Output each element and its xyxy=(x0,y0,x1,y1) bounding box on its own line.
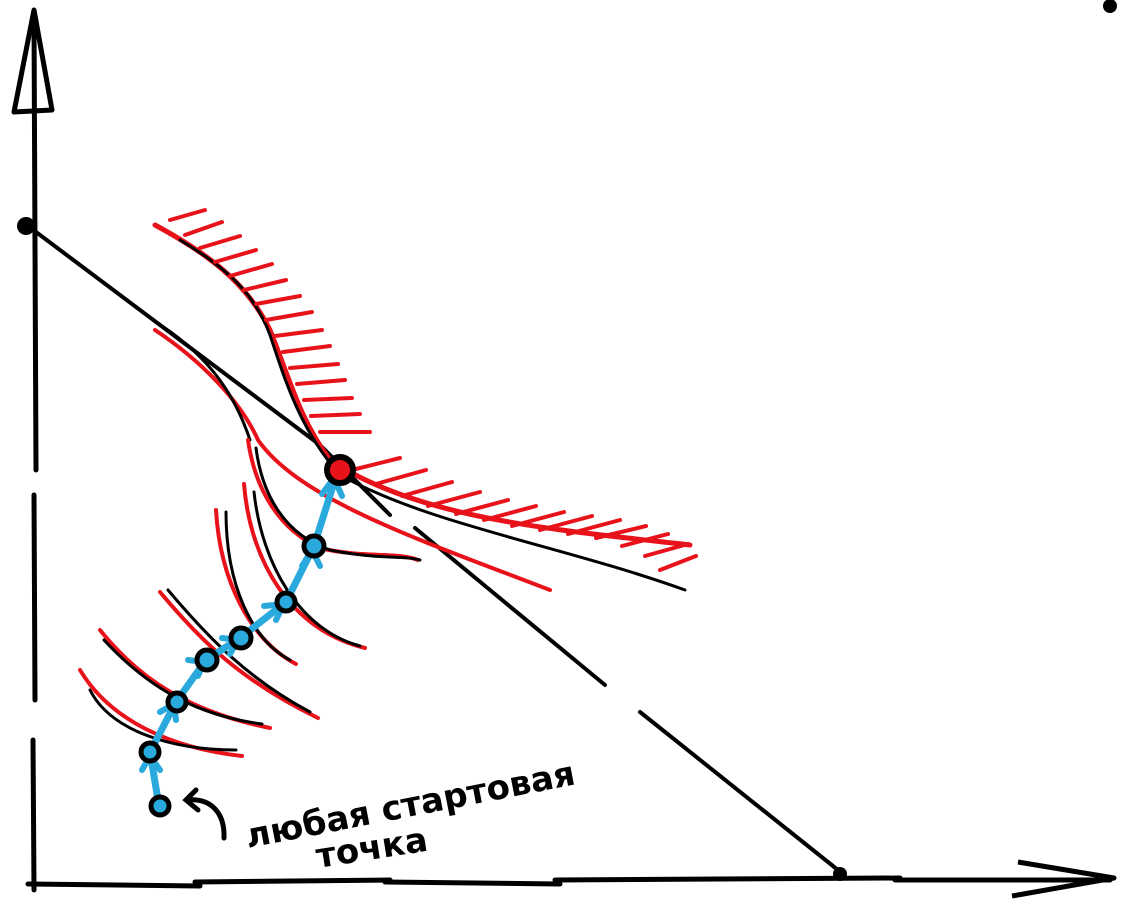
indifference-curve-1 xyxy=(153,324,552,592)
step-point xyxy=(165,690,189,714)
indifference-curve-7 xyxy=(78,668,244,758)
curved-arrow-icon xyxy=(182,787,227,841)
step-points xyxy=(138,533,327,764)
step-point xyxy=(138,740,162,764)
x-axis xyxy=(25,875,1113,889)
hatched-boundary xyxy=(152,208,698,592)
indifference-curves xyxy=(78,324,552,758)
y-axis xyxy=(30,17,39,893)
indifference-curve-4 xyxy=(214,508,298,666)
step-point xyxy=(194,647,220,673)
step-point xyxy=(228,625,254,651)
optimum-point xyxy=(324,454,356,486)
indifference-curve-5 xyxy=(158,588,320,720)
step-point xyxy=(274,590,298,614)
arrow-up-icon xyxy=(11,7,55,115)
annotation: любая стартовая точка xyxy=(242,754,578,877)
step-point xyxy=(301,533,327,559)
indifference-curve-3 xyxy=(242,482,367,650)
budget-line xyxy=(26,224,840,872)
arrow-right-icon xyxy=(1011,859,1117,899)
start-point xyxy=(148,794,172,818)
stray-dot xyxy=(1103,0,1117,13)
